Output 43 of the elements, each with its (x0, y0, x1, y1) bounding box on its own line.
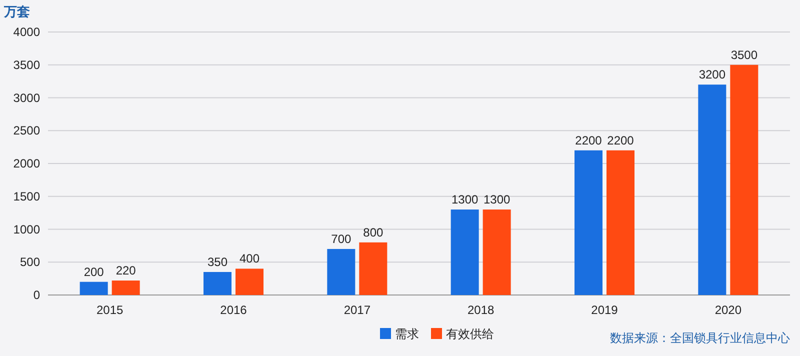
y-tick-label: 500 (20, 255, 40, 270)
y-tick-label: 2000 (13, 156, 40, 170)
data-label: 3200 (698, 68, 726, 82)
y-axis-title: 万套 (3, 4, 30, 19)
x-tick-label: 2019 (591, 303, 618, 317)
data-label: 220 (116, 264, 136, 278)
x-tick-label: 2016 (220, 303, 248, 317)
bar (606, 150, 634, 295)
x-tick-label: 2015 (96, 303, 124, 317)
bar (236, 268, 264, 295)
data-label: 400 (239, 252, 260, 266)
data-label: 800 (363, 225, 384, 240)
bar (327, 248, 356, 295)
bar (80, 282, 108, 295)
bar (112, 280, 140, 295)
x-tick-label: 2018 (467, 303, 495, 317)
data-label: 1300 (451, 192, 479, 207)
y-tick-label: 4000 (13, 25, 40, 39)
data-label: 1300 (483, 192, 511, 207)
y-tick-label: 1500 (13, 189, 40, 204)
data-label: 350 (207, 254, 228, 269)
data-label: 2200 (607, 133, 634, 148)
source-note: 数据来源：全国锁具行业信息中心 (610, 331, 790, 345)
legend-label: 需求 (395, 327, 419, 341)
y-tick-label: 0 (33, 288, 40, 302)
y-tick-label: 2500 (13, 124, 40, 138)
bar (574, 150, 602, 295)
y-tick-label: 3500 (13, 58, 40, 72)
x-tick-label: 2017 (344, 303, 371, 317)
data-label: 700 (331, 232, 352, 246)
data-label: 2200 (575, 133, 602, 148)
data-label: 200 (84, 264, 104, 279)
bar (698, 84, 726, 295)
bar (730, 64, 758, 295)
y-tick-label: 3000 (13, 90, 40, 105)
bar (359, 242, 388, 295)
bar (482, 210, 511, 295)
x-tick-label: 2020 (714, 303, 742, 317)
legend-label: 有效供给 (446, 327, 494, 341)
data-label: 3500 (730, 48, 758, 62)
bar (450, 210, 479, 295)
bar (204, 272, 232, 295)
y-tick-label: 1000 (13, 222, 40, 236)
